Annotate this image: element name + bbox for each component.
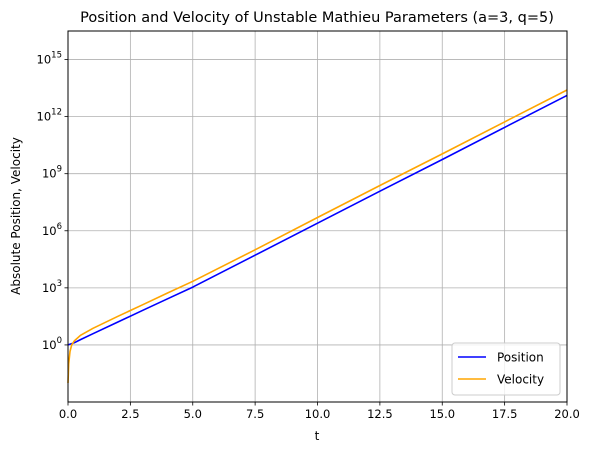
y-tick-label: 100 (42, 336, 62, 352)
y-tick-label-base: 10 (42, 338, 57, 352)
chart-title: Position and Velocity of Unstable Mathie… (80, 10, 554, 26)
x-axis: 0.0 2.5 5.0 7.5 10.0 12.5 15.0 17.5 20.0 (59, 402, 580, 421)
x-tick-label: 12.5 (367, 407, 393, 421)
y-tick-label: 106 (42, 222, 62, 238)
series-layer (67, 89, 568, 384)
x-tick-label: 20.0 (554, 407, 580, 421)
y-axis-label: Absolute Position, Velocity (9, 137, 23, 295)
series-line-position (67, 94, 568, 346)
y-tick-label-base: 10 (37, 53, 52, 67)
y-tick-label-exponent: 6 (57, 222, 62, 232)
y-tick-label-exponent: 3 (57, 279, 62, 289)
y-tick-label: 109 (42, 165, 62, 181)
y-tick-label-base: 10 (37, 110, 52, 124)
x-tick-label: 7.5 (246, 407, 264, 421)
y-tick-label-exponent: 12 (51, 108, 62, 118)
y-tick-label: 103 (42, 279, 62, 295)
y-tick-label-base: 10 (42, 224, 57, 238)
legend-label-velocity: Velocity (497, 373, 544, 387)
y-tick-label-exponent: 9 (57, 165, 62, 175)
x-axis-label: t (315, 429, 320, 443)
y-tick-label: 1012 (37, 108, 62, 124)
y-tick-label-exponent: 15 (51, 51, 62, 61)
x-tick-label: 5.0 (184, 407, 202, 421)
y-tick-label-exponent: 0 (57, 336, 62, 346)
legend-frame (451, 342, 561, 396)
legend: Position Velocity (451, 342, 561, 396)
legend-label-position: Position (497, 351, 544, 365)
y-tick-label-base: 10 (42, 167, 57, 181)
y-tick-label: 1015 (37, 51, 62, 67)
y-tick-label-base: 10 (42, 281, 57, 295)
series-line-velocity (67, 89, 568, 384)
x-tick-label: 17.5 (492, 407, 518, 421)
x-tick-label: 15.0 (429, 407, 455, 421)
x-tick-label: 2.5 (121, 407, 139, 421)
x-tick-label: 0.0 (59, 407, 77, 421)
grid (67, 31, 568, 402)
x-tick-label: 10.0 (305, 407, 331, 421)
